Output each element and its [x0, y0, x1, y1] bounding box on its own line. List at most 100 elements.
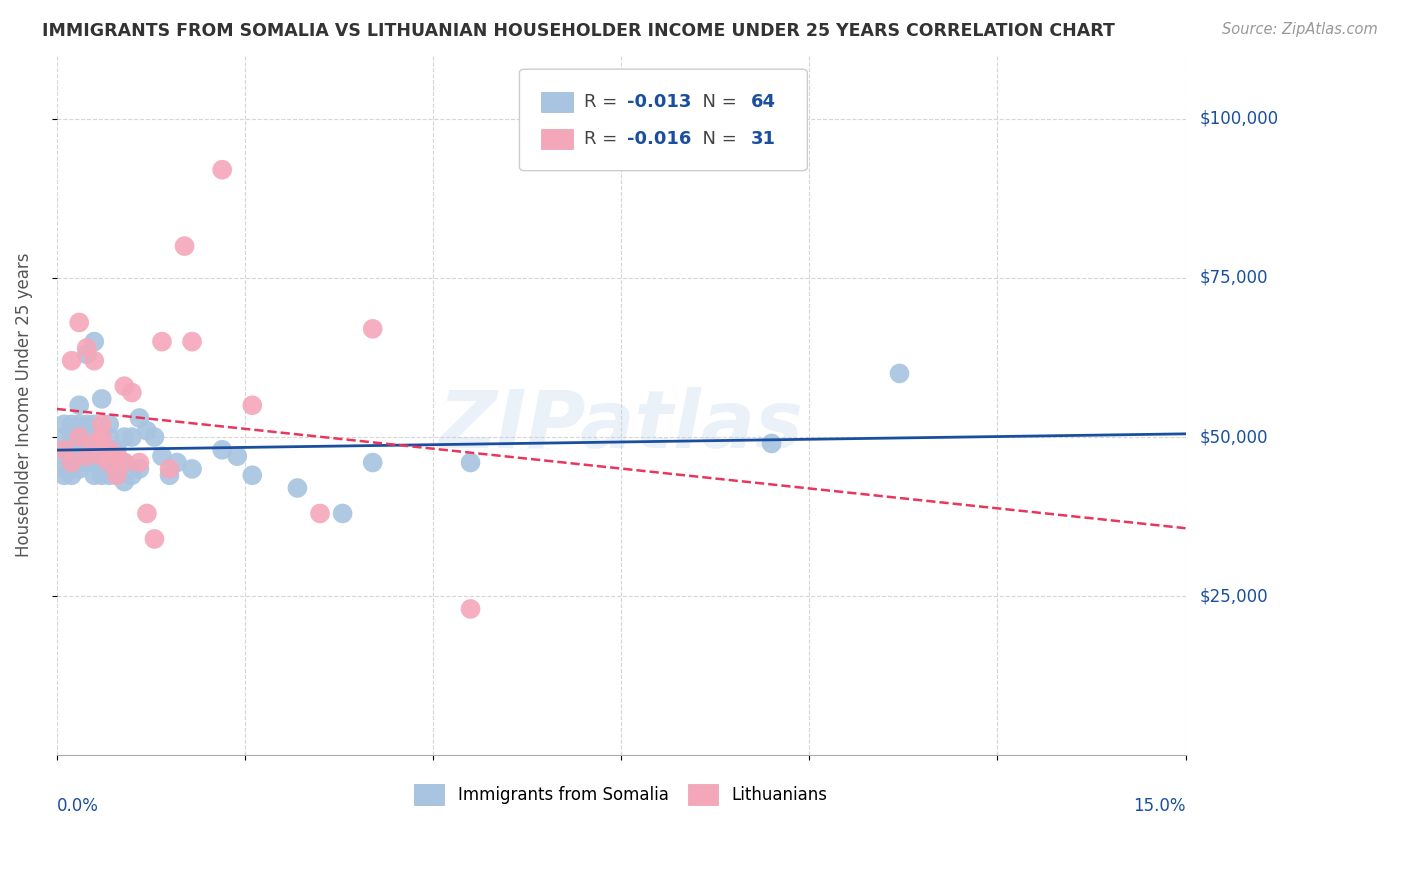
- Text: Source: ZipAtlas.com: Source: ZipAtlas.com: [1222, 22, 1378, 37]
- Point: [76, 341, 98, 355]
- Point: [60, 430, 83, 444]
- Point: [761, 436, 783, 450]
- Text: 31: 31: [751, 130, 776, 148]
- Point: [90, 456, 112, 470]
- FancyBboxPatch shape: [519, 70, 807, 170]
- Point: [166, 456, 188, 470]
- Point: [67, 430, 90, 444]
- Point: [60, 353, 83, 368]
- Text: IMMIGRANTS FROM SOMALIA VS LITHUANIAN HOUSEHOLDER INCOME UNDER 25 YEARS CORRELAT: IMMIGRANTS FROM SOMALIA VS LITHUANIAN HO…: [42, 22, 1115, 40]
- Text: $25,000: $25,000: [1199, 587, 1268, 605]
- Point: [128, 456, 150, 470]
- Point: [159, 462, 181, 476]
- Point: [60, 417, 83, 432]
- Point: [98, 430, 121, 444]
- Point: [60, 456, 83, 470]
- Point: [53, 449, 76, 463]
- Point: [53, 442, 76, 457]
- Point: [90, 468, 112, 483]
- Point: [53, 430, 76, 444]
- Point: [460, 456, 482, 470]
- Point: [67, 417, 90, 432]
- Point: [67, 398, 90, 412]
- Point: [211, 162, 233, 177]
- Point: [112, 379, 135, 393]
- Text: $50,000: $50,000: [1199, 428, 1268, 446]
- FancyBboxPatch shape: [541, 92, 572, 112]
- Point: [105, 468, 128, 483]
- Point: [121, 468, 143, 483]
- Point: [53, 417, 76, 432]
- Point: [112, 475, 135, 489]
- Point: [460, 602, 482, 616]
- Point: [135, 507, 157, 521]
- Point: [332, 507, 354, 521]
- Point: [309, 507, 332, 521]
- Point: [76, 449, 98, 463]
- Point: [53, 468, 76, 483]
- Point: [889, 367, 911, 381]
- Point: [67, 316, 90, 330]
- Point: [240, 398, 263, 412]
- Point: [90, 392, 112, 406]
- Point: [105, 468, 128, 483]
- Legend: Immigrants from Somalia, Lithuanians: Immigrants from Somalia, Lithuanians: [406, 775, 837, 814]
- Point: [76, 347, 98, 361]
- Point: [105, 449, 128, 463]
- Point: [83, 456, 105, 470]
- Point: [150, 449, 173, 463]
- Point: [98, 456, 121, 470]
- Text: -0.013: -0.013: [627, 93, 692, 112]
- Point: [135, 424, 157, 438]
- Point: [67, 456, 90, 470]
- Point: [226, 449, 249, 463]
- Point: [76, 442, 98, 457]
- Point: [60, 449, 83, 463]
- Point: [60, 456, 83, 470]
- Point: [105, 456, 128, 470]
- Point: [90, 442, 112, 457]
- Point: [105, 442, 128, 457]
- Point: [121, 385, 143, 400]
- Point: [53, 442, 76, 457]
- Point: [83, 436, 105, 450]
- Point: [240, 468, 263, 483]
- Point: [83, 334, 105, 349]
- Point: [112, 456, 135, 470]
- Point: [287, 481, 309, 495]
- Point: [76, 417, 98, 432]
- Point: [90, 417, 112, 432]
- Text: $100,000: $100,000: [1199, 110, 1278, 128]
- Text: $75,000: $75,000: [1199, 268, 1268, 287]
- Point: [67, 462, 90, 476]
- Point: [60, 442, 83, 457]
- Point: [90, 430, 112, 444]
- Text: R =: R =: [583, 93, 623, 112]
- Text: R =: R =: [583, 130, 623, 148]
- Y-axis label: Householder Income Under 25 years: Householder Income Under 25 years: [15, 253, 32, 558]
- Point: [181, 334, 204, 349]
- Point: [143, 430, 166, 444]
- Point: [76, 456, 98, 470]
- Point: [361, 456, 384, 470]
- Text: ZIPatlas: ZIPatlas: [439, 387, 804, 466]
- Point: [112, 456, 135, 470]
- Text: 0.0%: 0.0%: [56, 797, 98, 815]
- Point: [128, 462, 150, 476]
- Text: 64: 64: [751, 93, 776, 112]
- Point: [53, 462, 76, 476]
- Point: [67, 449, 90, 463]
- Point: [150, 334, 173, 349]
- Point: [60, 456, 83, 470]
- Point: [361, 322, 384, 336]
- Point: [76, 430, 98, 444]
- Point: [98, 442, 121, 457]
- Point: [98, 456, 121, 470]
- Point: [159, 468, 181, 483]
- Point: [98, 417, 121, 432]
- Text: N =: N =: [692, 130, 742, 148]
- Point: [98, 442, 121, 457]
- Point: [121, 430, 143, 444]
- Text: 15.0%: 15.0%: [1133, 797, 1185, 815]
- Point: [98, 468, 121, 483]
